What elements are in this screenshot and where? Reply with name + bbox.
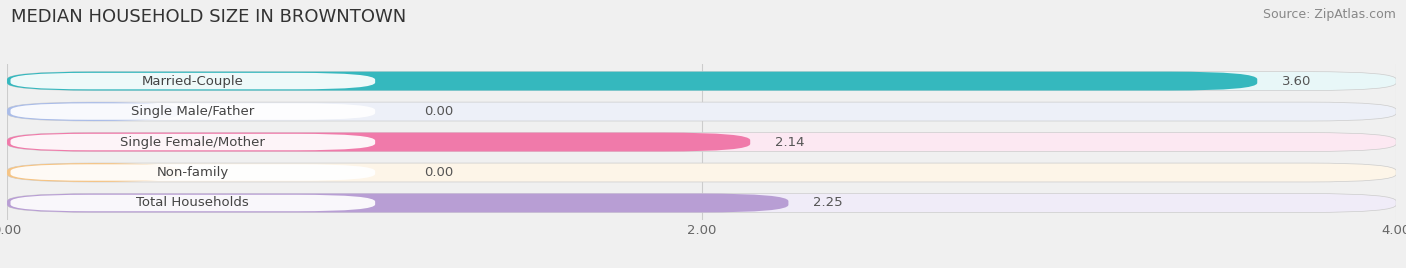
Text: MEDIAN HOUSEHOLD SIZE IN BROWNTOWN: MEDIAN HOUSEHOLD SIZE IN BROWNTOWN [11, 8, 406, 26]
Text: Non-family: Non-family [156, 166, 229, 179]
FancyBboxPatch shape [7, 102, 1396, 121]
FancyBboxPatch shape [7, 72, 1396, 91]
Text: 0.00: 0.00 [423, 166, 453, 179]
FancyBboxPatch shape [10, 73, 375, 89]
FancyBboxPatch shape [7, 193, 1396, 213]
Text: Source: ZipAtlas.com: Source: ZipAtlas.com [1263, 8, 1396, 21]
FancyBboxPatch shape [7, 163, 1396, 182]
FancyBboxPatch shape [10, 195, 375, 211]
FancyBboxPatch shape [10, 103, 375, 120]
FancyBboxPatch shape [10, 134, 375, 150]
Text: Single Male/Father: Single Male/Father [131, 105, 254, 118]
Text: Total Households: Total Households [136, 196, 249, 210]
FancyBboxPatch shape [7, 133, 1396, 151]
FancyBboxPatch shape [7, 133, 751, 151]
FancyBboxPatch shape [7, 102, 180, 121]
Text: Single Female/Mother: Single Female/Mother [121, 136, 266, 148]
Text: 2.25: 2.25 [813, 196, 842, 210]
FancyBboxPatch shape [7, 163, 180, 182]
Text: 3.60: 3.60 [1281, 75, 1310, 88]
Text: 0.00: 0.00 [423, 105, 453, 118]
FancyBboxPatch shape [7, 193, 789, 213]
FancyBboxPatch shape [10, 164, 375, 181]
Text: 2.14: 2.14 [775, 136, 804, 148]
FancyBboxPatch shape [7, 72, 1257, 91]
Text: Married-Couple: Married-Couple [142, 75, 243, 88]
